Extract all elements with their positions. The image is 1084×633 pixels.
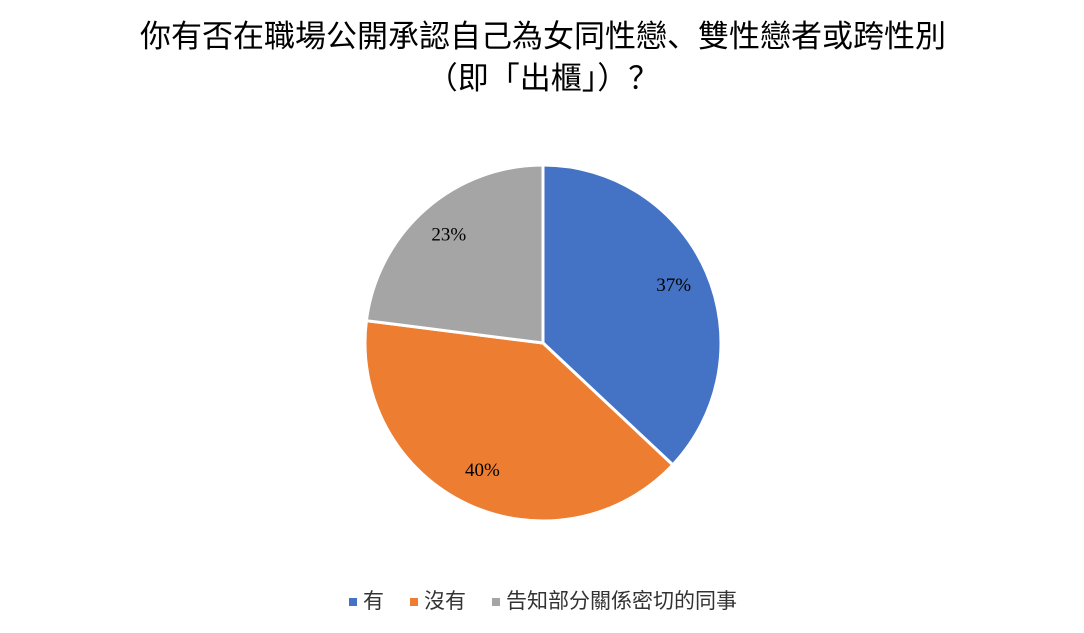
chart-title: （即「出櫃」）？	[427, 61, 660, 96]
pie-slice	[363, 319, 675, 523]
legend-marker	[410, 598, 418, 606]
value-label: 37%	[656, 275, 691, 296]
legend-label: 有	[363, 589, 384, 613]
legend-marker	[349, 598, 357, 606]
value-label: 23%	[431, 225, 466, 246]
pie-slice	[541, 163, 723, 467]
legend-label: 告知部分關係密切的同事	[506, 589, 737, 613]
value-label: 40%	[465, 460, 500, 481]
chart-title: 你有否在職場公開承認自己為女同性戀、雙性戀者或跨性別	[140, 19, 946, 54]
legend-marker	[492, 598, 500, 606]
legend-label: 沒有	[424, 589, 466, 613]
pie-slice	[364, 163, 545, 345]
